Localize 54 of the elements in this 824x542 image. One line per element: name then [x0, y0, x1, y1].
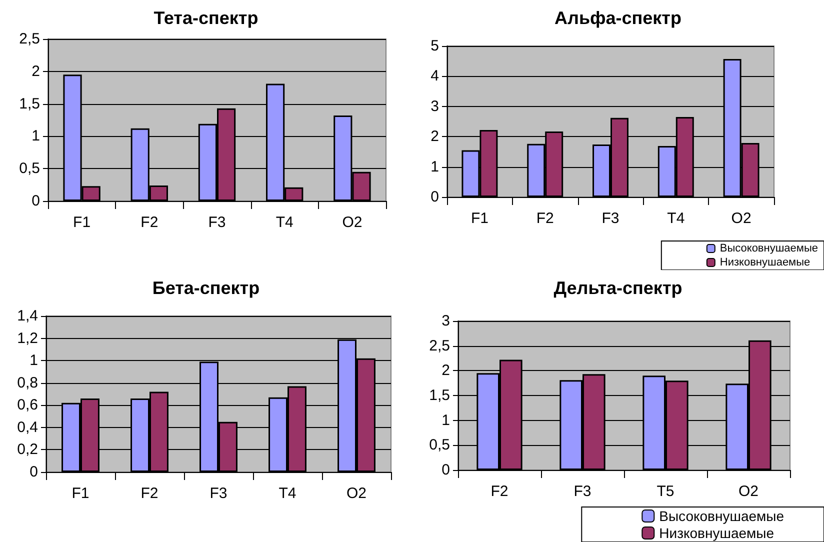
chart-title: Альфа-спектр: [554, 8, 682, 28]
x-tick-label: O2: [346, 485, 367, 502]
x-tick-label: F3: [208, 214, 226, 231]
y-tick-label: 5: [430, 38, 439, 54]
x-tick-label: F2: [140, 485, 158, 502]
chart-title: Дельта-спектр: [554, 278, 682, 298]
chart-title: Бета-спектр: [152, 278, 260, 298]
x-tick-label: F2: [490, 483, 508, 500]
y-tick-label: 0,2: [17, 441, 38, 458]
y-tick-label: 1,5: [19, 95, 40, 112]
y-tick-label: 3: [430, 98, 439, 115]
x-tick-label: F3: [210, 485, 228, 502]
x-tick-label: T4: [276, 214, 294, 231]
y-tick-label: 0: [442, 462, 450, 478]
y-tick-label: 0: [32, 192, 40, 210]
x-tick-label: T4: [667, 210, 685, 227]
x-tick-label: O2: [342, 214, 362, 231]
y-tick-label: 1,4: [17, 308, 38, 324]
y-tick-label: 1,2: [17, 330, 38, 347]
x-tick-label: F1: [73, 214, 91, 231]
y-tick-label: 0,6: [17, 396, 38, 414]
x-tick-label: T4: [278, 485, 296, 502]
y-tick-label: 1: [430, 158, 439, 176]
x-tick-label: F1: [72, 485, 90, 502]
x-tick-label: O2: [738, 483, 759, 500]
chart-title: Тета-спектр: [154, 8, 258, 28]
x-tick-label: F2: [140, 214, 158, 231]
legend-label: Высоковнушаемые: [720, 242, 818, 254]
y-tick-label: 1: [32, 128, 40, 145]
legend-label: Высоковнушаемые: [659, 508, 784, 524]
y-tick-label: 1: [442, 412, 450, 429]
x-tick-label: F2: [536, 210, 554, 227]
y-tick-label: 3: [442, 312, 450, 330]
y-tick-label: 4: [430, 68, 439, 85]
x-tick-label: F1: [470, 210, 488, 227]
y-tick-label: 2,5: [429, 337, 450, 354]
x-tick-label: F3: [574, 483, 592, 500]
y-tick-label: 0,5: [19, 160, 40, 178]
y-tick-label: 0,8: [17, 374, 38, 392]
x-tick-label: T5: [656, 483, 674, 500]
y-tick-label: 0,5: [429, 436, 450, 454]
y-tick-label: 1: [30, 352, 38, 370]
y-tick-label: 2: [442, 362, 450, 380]
y-tick-label: 0,4: [17, 418, 38, 436]
y-tick-label: 1,5: [429, 387, 450, 404]
y-tick-label: 0: [430, 188, 439, 206]
legend-label: Низковнушаемые: [720, 256, 810, 268]
legend-label: Низковнушаемые: [659, 525, 774, 541]
x-tick-label: O2: [731, 210, 752, 227]
y-tick-label: 2: [32, 62, 40, 80]
y-tick-label: 0: [30, 464, 38, 480]
y-tick-label: 2,5: [19, 30, 40, 48]
y-tick-label: 2: [430, 128, 439, 146]
x-tick-label: F3: [602, 210, 620, 227]
